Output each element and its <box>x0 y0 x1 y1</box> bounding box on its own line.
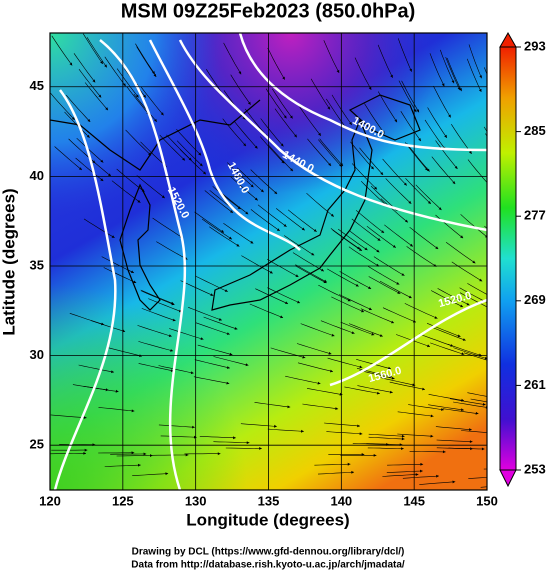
x-tick-label: 130 <box>185 493 207 508</box>
x-tick-label: 120 <box>39 493 61 508</box>
title: MSM 09Z25Feb2023 (850.0hPa) <box>121 0 416 22</box>
x-tick-label: 135 <box>258 493 280 508</box>
streamline-arrow <box>494 432 497 435</box>
colorbar-extend <box>500 470 516 486</box>
streamline-arrow <box>488 302 491 305</box>
y-tick-label: 35 <box>30 257 44 272</box>
streamline-arrow <box>496 298 499 301</box>
x-tick-label: 140 <box>330 493 352 508</box>
y-tick-label: 45 <box>30 78 44 93</box>
streamline-arrow <box>495 362 498 365</box>
streamline-arrow <box>489 307 492 310</box>
colorbar-tick-label: 277 <box>524 208 546 223</box>
colorbar <box>500 47 516 470</box>
colorbar-tick-label: 261 <box>524 377 546 392</box>
y-tick-label: 40 <box>30 168 44 183</box>
x-tick-label: 150 <box>476 493 498 508</box>
x-axis-label: Longitude (degrees) <box>186 510 349 529</box>
colorbar-tick-label: 253 <box>524 461 546 476</box>
x-tick-label: 145 <box>403 493 425 508</box>
footer: Drawing by DCL (https://www.gfd-dennou.o… <box>132 547 405 558</box>
colorbar-tick-label: 293 <box>524 38 546 53</box>
colorbar-tick-label: 269 <box>524 292 546 307</box>
x-tick-label: 125 <box>112 493 134 508</box>
streamline-arrow <box>514 483 517 486</box>
colorbar-tick-label: 285 <box>524 123 546 138</box>
y-tick-label: 30 <box>30 347 44 362</box>
colorbar-extend <box>500 33 516 47</box>
streamline-arrow <box>488 184 491 187</box>
streamline-arrow <box>496 97 499 100</box>
y-axis-label: Latitude (degrees) <box>0 188 18 335</box>
streamline-arrow <box>517 467 520 470</box>
y-tick-label: 25 <box>30 437 44 452</box>
footer: Data from http://database.rish.kyoto-u.a… <box>131 560 405 571</box>
